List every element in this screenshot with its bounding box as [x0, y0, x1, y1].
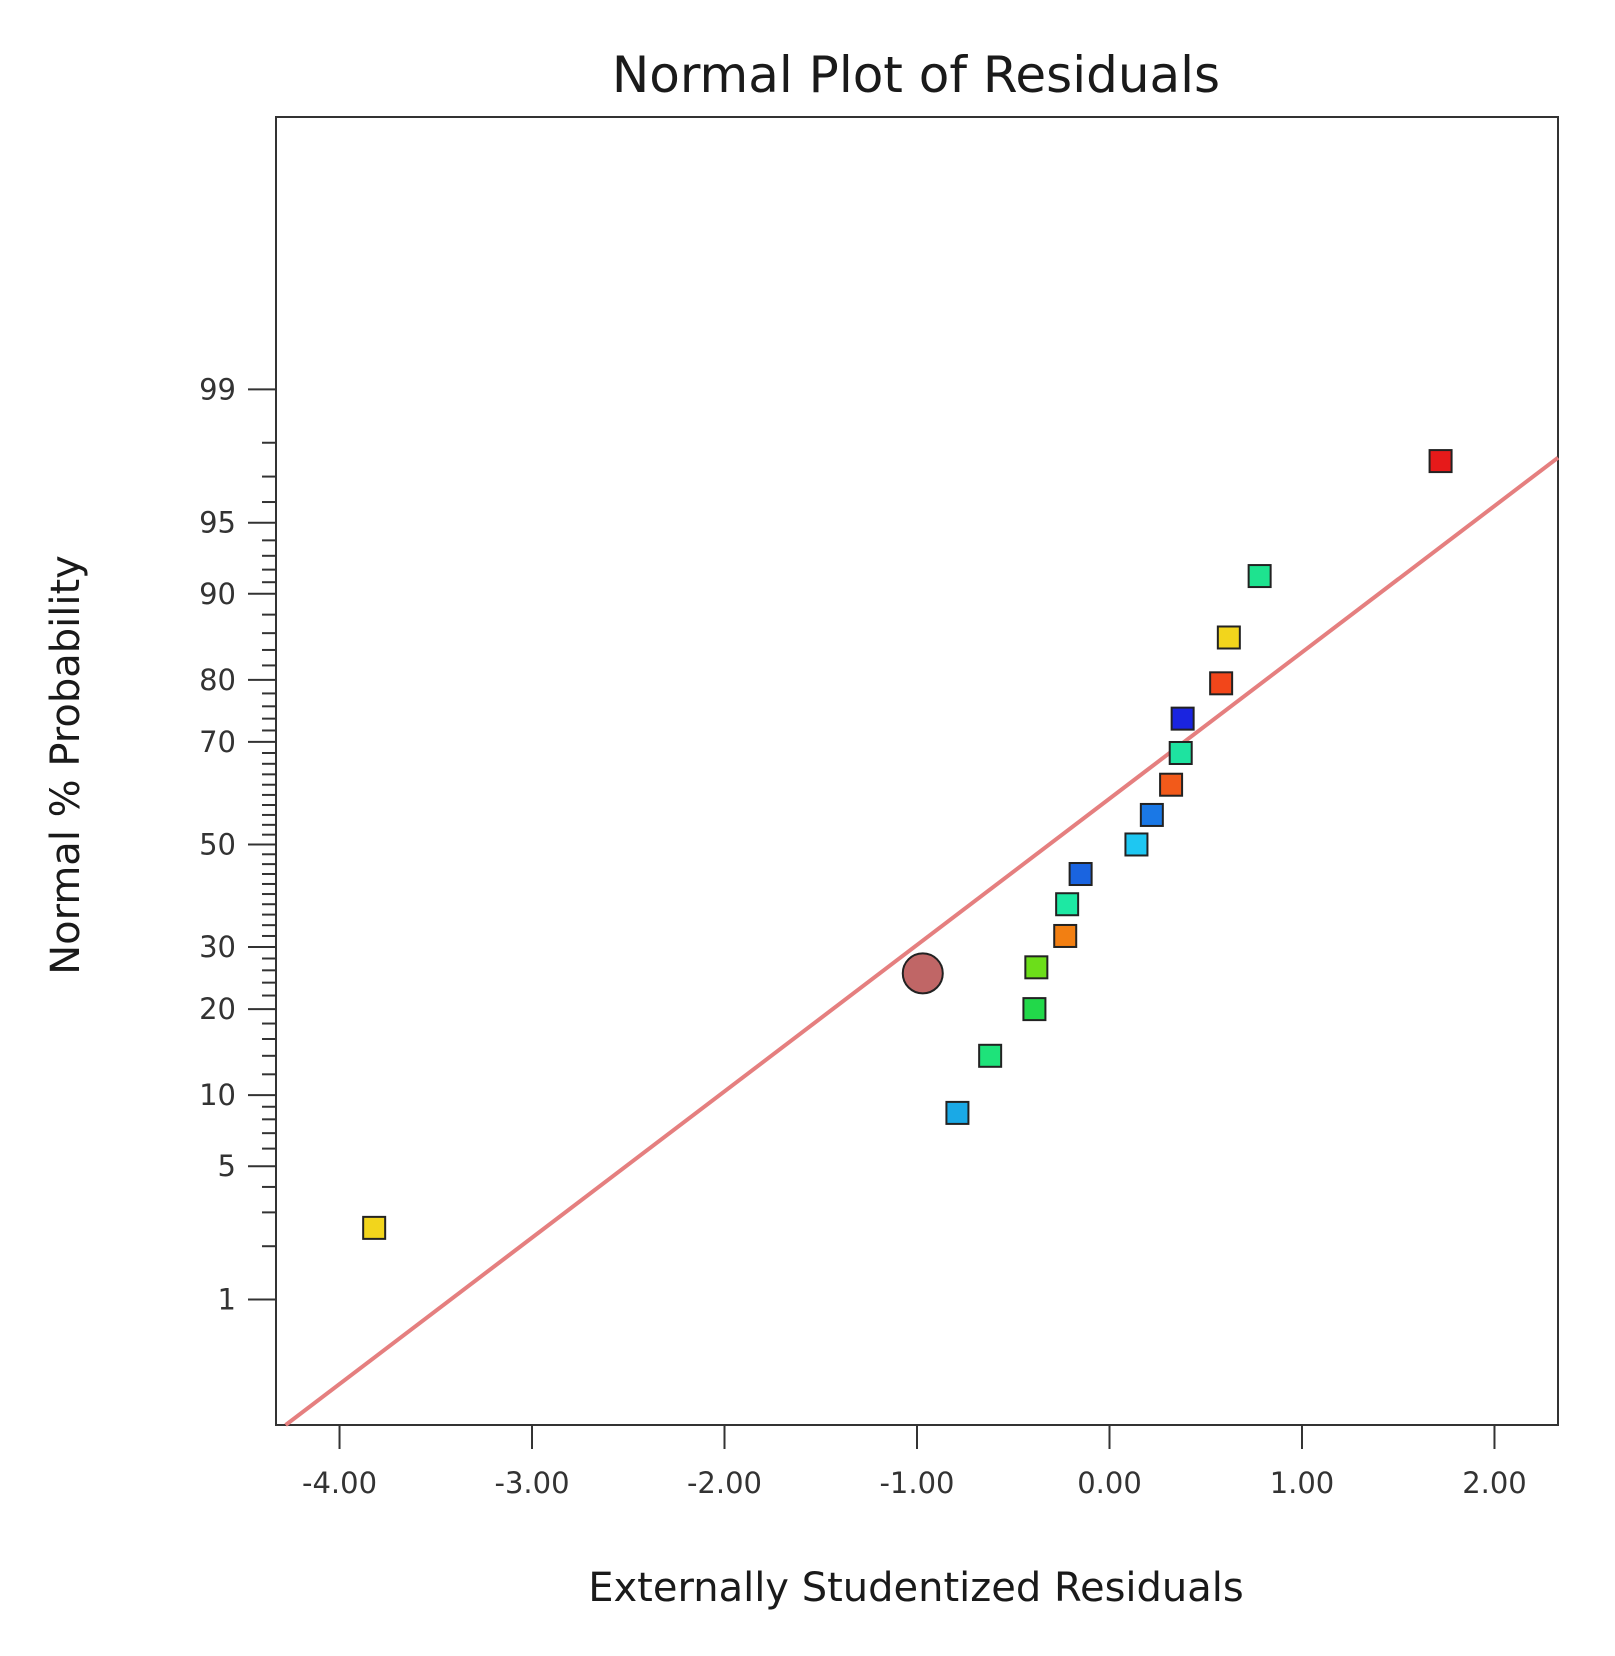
- residual-point[interactable]: [1428, 449, 1453, 474]
- y-tick-label: 90: [199, 577, 236, 611]
- residual-point[interactable]: [1247, 564, 1272, 589]
- x-tick-label: -4.00: [302, 1466, 377, 1500]
- y-tick-label: 1: [218, 1283, 236, 1317]
- residual-point[interactable]: [1024, 955, 1049, 980]
- y-tick-label: 70: [199, 725, 236, 759]
- residual-point[interactable]: [1053, 923, 1078, 948]
- y-tick-label: 99: [199, 372, 236, 406]
- y-tick-label: 95: [199, 506, 236, 540]
- x-tick-label: -3.00: [494, 1466, 569, 1500]
- y-tick-label: 80: [199, 663, 236, 697]
- y-tick-label: 10: [199, 1078, 236, 1112]
- reference-line: [284, 456, 1560, 1427]
- x-tick-label: 2.00: [1462, 1466, 1527, 1500]
- residual-point[interactable]: [978, 1043, 1003, 1068]
- residual-point[interactable]: [1022, 997, 1047, 1022]
- residual-point[interactable]: [1159, 772, 1184, 797]
- x-tick-label: -1.00: [879, 1466, 954, 1500]
- residual-point[interactable]: [1124, 832, 1149, 857]
- y-tick-label: 20: [199, 992, 236, 1026]
- residual-point[interactable]: [1209, 671, 1234, 696]
- x-tick-label: 0.00: [1077, 1466, 1142, 1500]
- residual-point[interactable]: [362, 1215, 387, 1240]
- x-axis-title: Externally Studentized Residuals: [588, 1565, 1244, 1611]
- y-axis-title: Normal % Probability: [43, 555, 89, 975]
- residual-point[interactable]: [1170, 706, 1195, 731]
- residual-point[interactable]: [1068, 862, 1093, 887]
- y-tick-label: 50: [199, 827, 236, 861]
- y-axis: 1 5 10 20 30 50 70 80 90 95 99: [199, 372, 276, 1317]
- residual-point[interactable]: [1216, 625, 1241, 650]
- residual-point[interactable]: [1139, 802, 1164, 827]
- highlighted-point[interactable]: [901, 952, 944, 995]
- residual-point[interactable]: [1055, 892, 1080, 917]
- reference-line-group: [284, 456, 1560, 1427]
- residual-point[interactable]: [1168, 740, 1193, 765]
- x-axis: -4.00 -3.00 -2.00 -1.00 0.00 1.00 2.00: [302, 1425, 1527, 1500]
- residual-point[interactable]: [945, 1100, 970, 1125]
- y-tick-label: 5: [218, 1149, 236, 1183]
- x-tick-label: -2.00: [687, 1466, 762, 1500]
- chart-title: Normal Plot of Residuals: [612, 46, 1220, 104]
- y-tick-label: 30: [199, 930, 236, 964]
- plot-area: [275, 116, 1559, 1426]
- x-tick-label: 1.00: [1270, 1466, 1335, 1500]
- data-points: [362, 449, 1453, 1240]
